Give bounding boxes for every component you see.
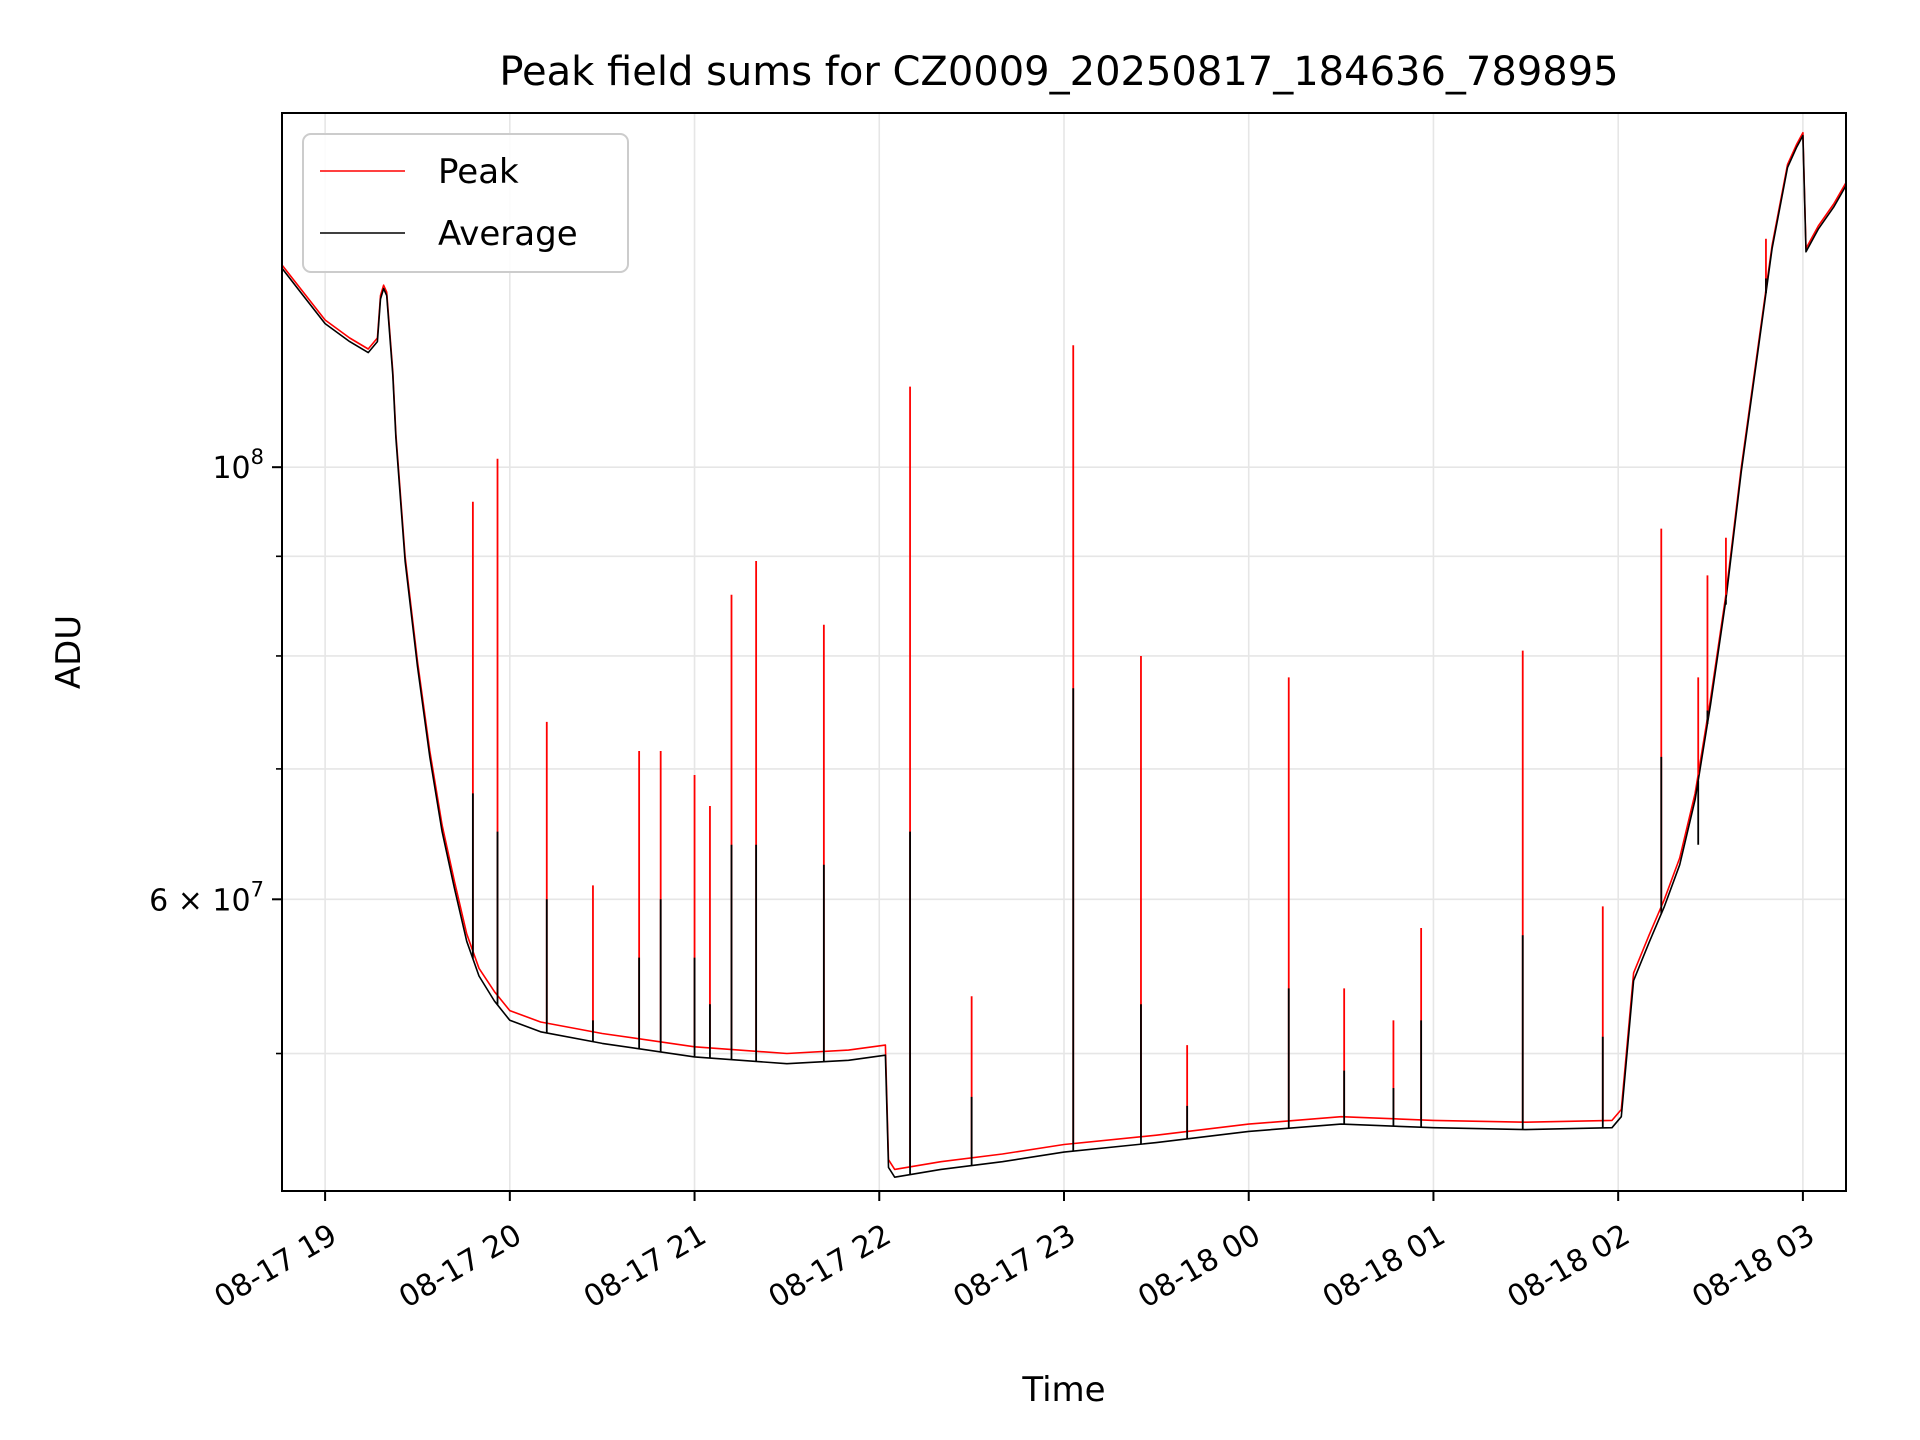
legend-box [302,133,629,273]
grid-layer [282,113,1846,1191]
chart-title: Peak field sums for CZ0009_20250817_1846… [499,49,1618,95]
series-layer [281,131,1847,1178]
legend: Peak Average [302,133,629,273]
legend-label-peak: Peak [438,152,519,192]
y-axis-label: ADU [49,615,89,689]
legend-label-average: Average [438,214,578,254]
y-axis: 6 × 107 108 [149,445,282,1055]
y-tick-label-0: 6 × 107 [149,877,264,918]
x-axis-label: Time [1021,1370,1105,1410]
series-line-average [281,134,1847,1178]
y-tick-label-1: 108 [212,445,264,486]
